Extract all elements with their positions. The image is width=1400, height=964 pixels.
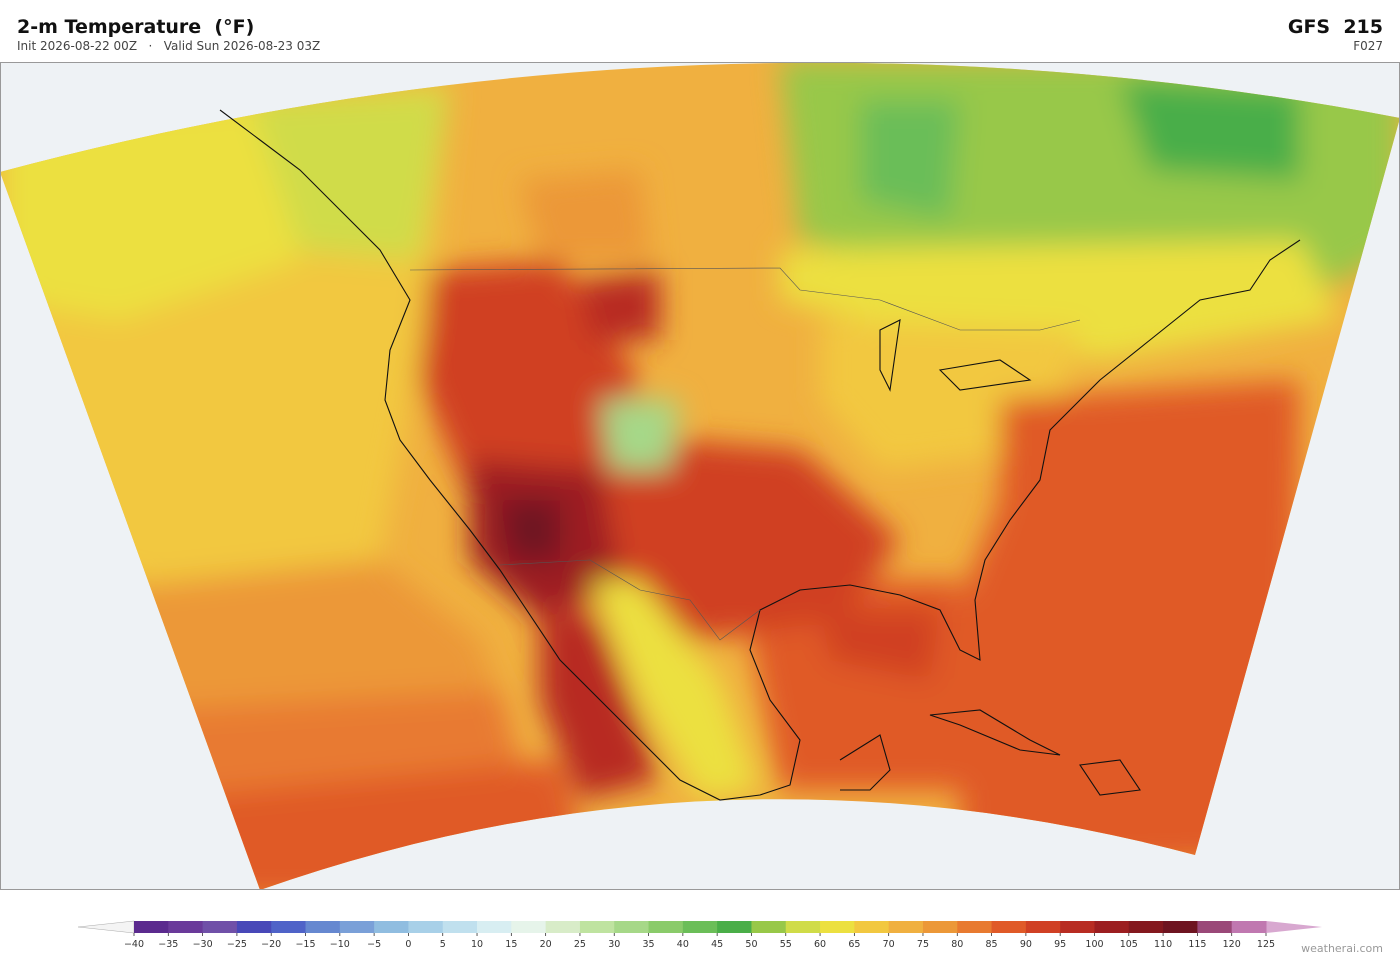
colorbar-segment (854, 921, 890, 933)
coastlines (219, 109, 1301, 801)
colorbar-tick-label: 15 (505, 939, 517, 950)
colorbar-tick-label: 5 (440, 939, 446, 950)
colorbar-segment (1025, 921, 1061, 933)
colorbar-tick-label: 95 (1054, 939, 1066, 950)
map-title: 2-m Temperature (°F) (17, 16, 255, 38)
colorbar-segment (991, 921, 1027, 933)
colorbar-tick-label: 0 (405, 939, 411, 950)
colorbar-segment (1060, 921, 1095, 933)
colorbar-segment (1128, 921, 1164, 933)
colorbar-tick-label: 105 (1120, 939, 1138, 950)
colorbar-tick-label: 80 (951, 939, 963, 950)
subtitle: Init 2026-08-22 00Z · Valid Sun 2026-08-… (17, 39, 320, 53)
credit: weatherai.com (1301, 942, 1383, 955)
colorbar-tick-label: −10 (330, 939, 350, 950)
borders (409, 267, 1081, 641)
colorbar-segment (888, 921, 924, 933)
valid-time: Valid Sun 2026-08-23 03Z (163, 39, 321, 53)
colorbar-tick-label: 30 (608, 939, 620, 950)
colorbar-tick-label: 110 (1154, 939, 1172, 950)
colorbar-segment (785, 921, 821, 933)
colorbar-tick-label: 90 (1020, 939, 1032, 950)
init-time: Init 2026-08-22 00Z (17, 39, 138, 53)
colorbar-tick-label: 25 (574, 939, 586, 950)
colorbar-tick-label: 100 (1085, 939, 1103, 950)
temperature-field (0, 62, 1400, 890)
forecast-hour: F027 (1353, 39, 1383, 53)
colorbar-tick-label: 10 (471, 939, 483, 950)
colorbar-segment (374, 921, 409, 933)
colorbar-segment (305, 921, 341, 933)
colorbar-tick-label: −35 (158, 939, 178, 950)
colorbar-tick-label: −25 (227, 939, 247, 950)
colorbar-segment (339, 921, 375, 933)
colorbar-segment (545, 921, 581, 933)
colorbar-segment (134, 921, 169, 933)
colorbar-segment (1094, 921, 1130, 933)
colorbar-segment (168, 921, 204, 933)
colorbar-tick-label: −40 (124, 939, 144, 950)
colorbar-segment (614, 921, 650, 933)
colorbar-tick-label: 40 (677, 939, 689, 950)
colorbar-segment (957, 921, 993, 933)
colorbar-tick-label: −30 (193, 939, 213, 950)
colorbar-extend-high (1266, 921, 1322, 933)
model-name: GFS 215 (1287, 16, 1383, 38)
colorbar-tick-label: 125 (1257, 939, 1275, 950)
colorbar-segment (922, 921, 958, 933)
colorbar-tick-label: −20 (261, 939, 281, 950)
colorbar-tick-label: 75 (917, 939, 929, 950)
colorbar-tick-label: 45 (711, 939, 723, 950)
colorbar: −40 −35 −30 −25 −20 −15 −10 −5 0 5 10 15 20 25 30 35 40 4… (77, 920, 1322, 950)
colorbar-segment (511, 921, 547, 933)
colorbar-segment (442, 921, 478, 933)
colorbar-segment (236, 921, 272, 933)
colorbar-tick-label: 55 (780, 939, 792, 950)
colorbar-segment (648, 921, 684, 933)
colorbar-segment (751, 921, 787, 933)
colorbar-tick-label: 115 (1188, 939, 1206, 950)
colorbar-segment (271, 921, 307, 933)
colorbar-segment (202, 921, 238, 933)
colorbar-extend-low (77, 920, 135, 934)
colorbar-segment (682, 921, 718, 933)
colorbar-segment (1197, 921, 1233, 933)
colorbar-tick-label: 20 (540, 939, 552, 950)
colorbar-tick-label: 50 (745, 939, 757, 950)
colorbar-tick-label: 60 (814, 939, 826, 950)
colorbar-segment (820, 921, 855, 933)
colorbar-segment (408, 921, 444, 933)
colorbar-segment (579, 921, 615, 933)
colorbar-tick-label: 70 (883, 939, 895, 950)
colorbar-segment (1231, 921, 1267, 933)
colorbar-segment (1163, 921, 1198, 933)
colorbar-tick-label: 35 (642, 939, 654, 950)
colorbar-tick-label: −15 (295, 939, 315, 950)
colorbar-tick-label: 65 (848, 939, 860, 950)
separator: · (148, 39, 153, 53)
colorbar-segment (717, 921, 752, 933)
colorbar-tick-label: 85 (986, 939, 998, 950)
colorbar-segment (477, 921, 512, 933)
colorbar-tick-label: −5 (367, 939, 381, 950)
colorbar-tick-label: 120 (1223, 939, 1241, 950)
